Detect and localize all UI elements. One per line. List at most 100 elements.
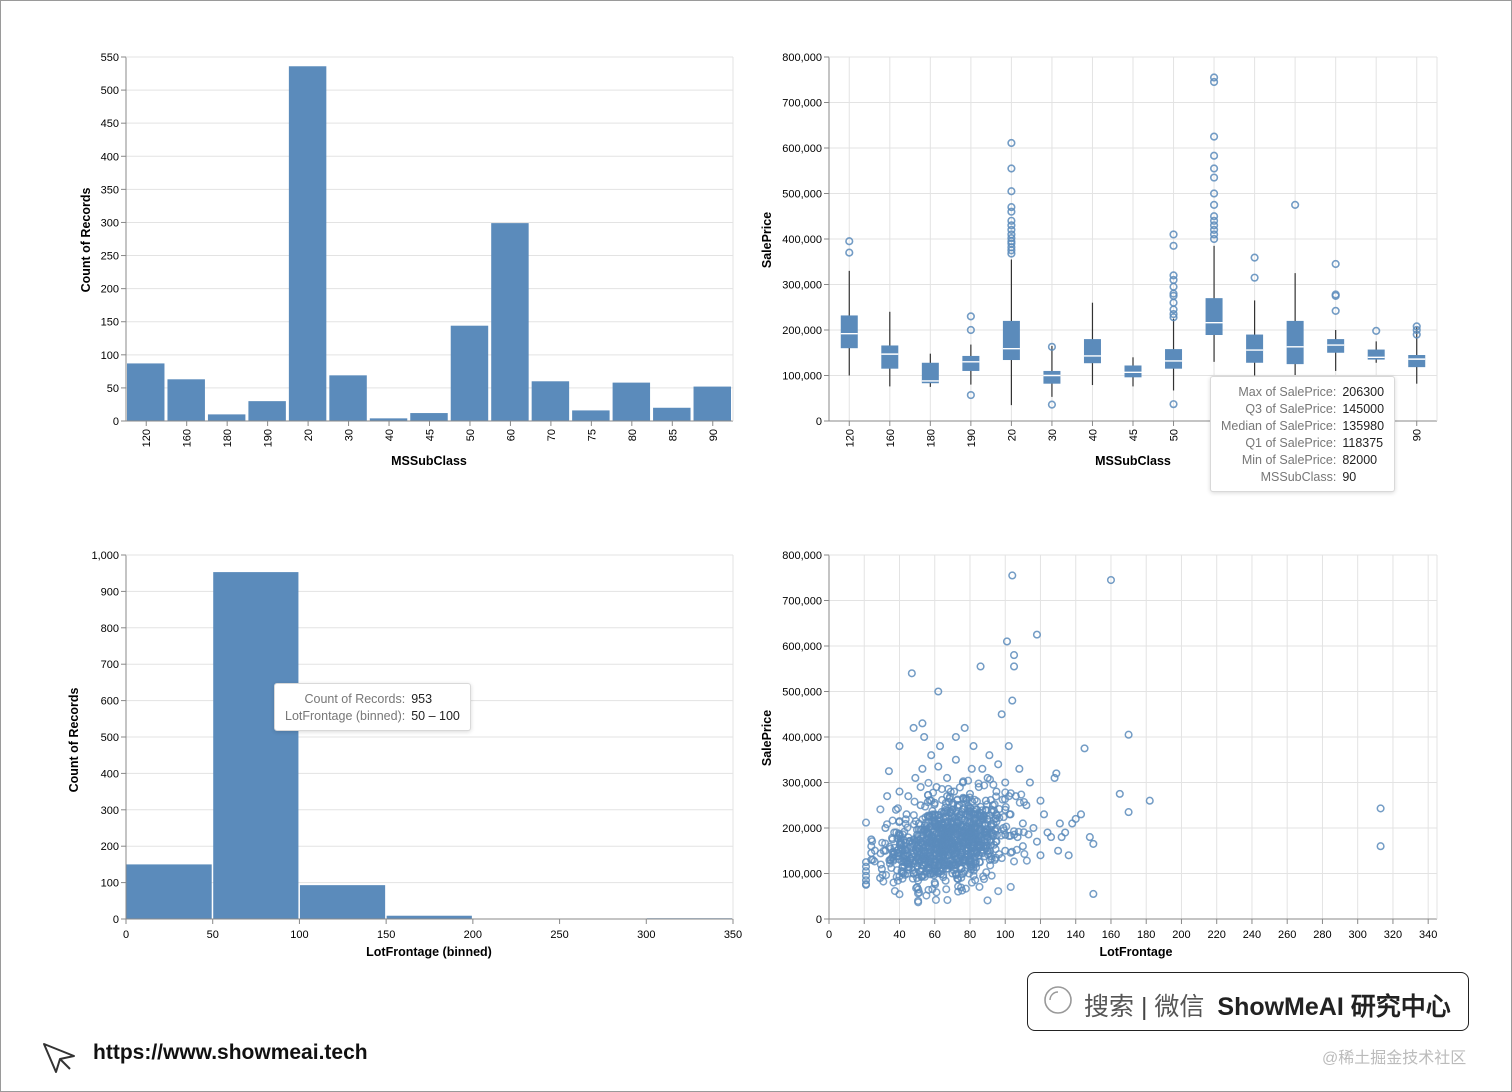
chart4-point (951, 732, 960, 742)
chart4-point (932, 783, 941, 792)
chart4-point (1018, 819, 1027, 828)
chart4-point (972, 805, 982, 814)
chart4-point (1022, 856, 1031, 865)
chart3-ytick-label: 0 (113, 914, 119, 926)
chart1-bar-60 (491, 223, 529, 421)
chart4-point (988, 801, 997, 810)
chart4-point (939, 833, 948, 842)
chart2-outlier-75 (1291, 200, 1300, 209)
chart1-xtick-label: 60 (505, 429, 517, 441)
chart4-xtick-label: 120 (1031, 929, 1049, 941)
chart2-outlier-190 (966, 390, 975, 400)
chart4-point (898, 874, 907, 883)
chart2-xlabel: MSSubClass (1095, 454, 1171, 468)
chart2-box-75 (1286, 320, 1304, 365)
chart4-point (930, 839, 939, 848)
chart4-point (883, 792, 892, 801)
chart1-ylabel: Count of Records (79, 188, 93, 293)
chart4-point (930, 858, 939, 867)
chart4-point (930, 867, 939, 876)
chart2-outlier-60 (1209, 221, 1219, 230)
chart4-point (965, 789, 975, 798)
chart4-point (957, 810, 966, 819)
chart2-outlier-60 (1209, 212, 1219, 221)
chart4-point (1012, 845, 1021, 854)
chart2-outlier-20 (1007, 221, 1016, 230)
chart4-point (921, 860, 930, 869)
chart4-point (1022, 801, 1031, 810)
chart3-xtick-label: 300 (637, 929, 655, 941)
chart1-ytick-label: 100 (101, 350, 119, 362)
chart4-point (861, 871, 871, 880)
chart4-point (994, 887, 1003, 896)
chart4-point (1015, 798, 1024, 807)
chart4-point (861, 876, 871, 885)
chart4-point (943, 792, 952, 801)
chart4-point (992, 837, 1001, 846)
chart2-outlier-60 (1209, 230, 1219, 239)
chart2-outlier-30 (1047, 342, 1057, 351)
chart4-point (1145, 796, 1154, 805)
tooltip-key: Min of SalePrice: (1241, 452, 1337, 467)
chart4-ytick-label: 0 (816, 914, 822, 926)
chart4-point (975, 882, 984, 891)
chart2-outlier-60 (1209, 151, 1219, 160)
chart4-point (948, 805, 957, 814)
chart3-ytick-label: 500 (101, 732, 119, 744)
chart1-xtick-label: 30 (344, 429, 356, 441)
chart3-bar-50-100 (213, 572, 299, 919)
chart4-point (1036, 851, 1045, 860)
chart4-xlabel: LotFrontage (1100, 945, 1173, 959)
chart1-bar-40 (369, 418, 408, 421)
chart4-point (937, 846, 946, 855)
tooltip-value: 953 (411, 691, 433, 706)
tooltip-key: Q1 of SalePrice: (1245, 435, 1337, 450)
chart2-xtick-label: 20 (1006, 429, 1018, 441)
chart4-point (916, 801, 925, 810)
chart4-point (965, 842, 975, 851)
chart4-point (1039, 810, 1049, 819)
chart4-point (1106, 575, 1116, 585)
chart2-ytick-label: 100,000 (782, 371, 822, 383)
chart2-ytick-label: 200,000 (782, 325, 822, 337)
chart4-point (1025, 778, 1034, 787)
chart4-point (964, 776, 973, 785)
chart1-xlabel: MSSubClass (391, 454, 467, 468)
chart4-point (913, 883, 922, 892)
chart1-xtick-label: 120 (141, 429, 153, 447)
chart4-point (969, 742, 978, 751)
chart2-box-180 (921, 362, 939, 384)
site-url[interactable]: https://www.showmeai.tech (93, 1041, 368, 1064)
chart1-bar-75 (572, 410, 610, 421)
histogram-tooltip: Count of Records: 953 LotFrontage (binned… (274, 683, 471, 731)
chart2-ytick-label: 300,000 (782, 280, 822, 292)
chart3-ytick-label: 1,000 (91, 550, 119, 562)
chart4-point (895, 787, 904, 796)
chart1-bar-50 (450, 325, 489, 421)
tooltip-key: Max of SalePrice: (1238, 384, 1337, 399)
brand-search-box[interactable]: 搜索 | 微信 ShowMeAI 研究中心 (1027, 972, 1469, 1031)
chart4-point (861, 867, 871, 876)
chart2-ytick-label: 500,000 (782, 189, 822, 201)
chart4-point (997, 710, 1006, 719)
chart2-box-60 (1205, 298, 1223, 336)
chart4-xtick-label: 20 (858, 929, 870, 941)
chart4-point (970, 858, 979, 867)
chart4-xtick-label: 80 (964, 929, 976, 941)
chart4-point (992, 792, 1001, 801)
chart4-point (948, 846, 957, 855)
chart4-point (1071, 814, 1080, 823)
chart4-point (895, 890, 904, 899)
chart1-bar-45 (410, 413, 448, 421)
chart4-point (960, 723, 969, 732)
chart4-point (979, 872, 988, 881)
chart4-ytick-label: 200,000 (782, 823, 822, 835)
chart4-point (898, 869, 908, 878)
tooltip-value: 206300 (1342, 384, 1385, 399)
chart4-point (909, 723, 918, 732)
chart2-outlier-60 (1209, 73, 1219, 82)
chart4-point (1013, 833, 1022, 842)
chart4-point (971, 876, 980, 885)
chart4-point (1009, 662, 1019, 671)
chart1-ytick-label: 150 (101, 317, 119, 329)
